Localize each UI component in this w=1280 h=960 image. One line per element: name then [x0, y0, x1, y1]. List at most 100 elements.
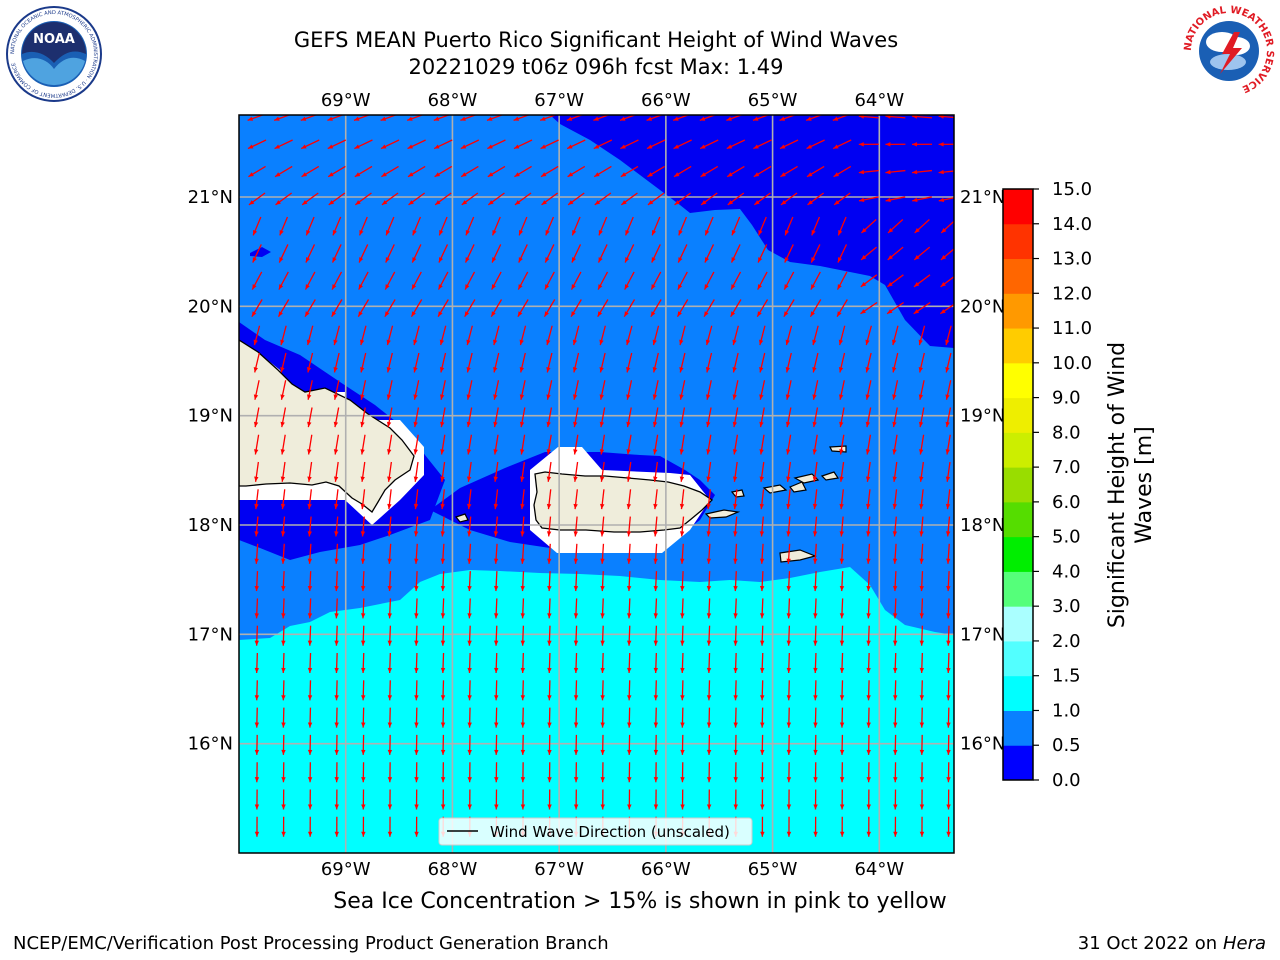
wave-arrow [254, 762, 260, 783]
wave-arrow [307, 680, 313, 701]
wave-arrow [679, 380, 686, 400]
wave-arrow [254, 571, 259, 592]
wave-arrow [301, 165, 320, 178]
wave-arrow [866, 707, 871, 728]
wave-arrow [705, 352, 713, 373]
lon-label-bottom: 67°W [534, 859, 584, 880]
wave-arrow [493, 598, 499, 619]
wave-arrow [281, 816, 286, 837]
wave-arrow [760, 680, 765, 701]
wave-arrow [918, 352, 925, 373]
wave-arrow [360, 407, 366, 428]
wave-arrow [839, 543, 845, 564]
wave-arrow [919, 598, 924, 619]
wave-arrow [624, 216, 634, 236]
map-legend: Wind Wave Direction (unscaled) [438, 817, 753, 846]
wave-arrow [866, 598, 871, 619]
wave-arrow [493, 325, 500, 346]
wave-arrow [438, 244, 449, 263]
wave-arrow [307, 489, 312, 510]
wave-arrow [305, 244, 316, 263]
wave-arrow [304, 299, 316, 318]
island-mona [454, 513, 469, 523]
wave-arrow [467, 762, 472, 783]
wave-arrow [784, 216, 794, 236]
wave-arrow [467, 789, 472, 810]
wave-arrow [254, 680, 260, 701]
wave-arrow [387, 516, 392, 537]
wave-arrow [547, 598, 552, 619]
wave-arrow [573, 652, 579, 674]
wave-arrow [387, 652, 393, 674]
wave-arrow [699, 139, 719, 150]
island-anegada [829, 445, 847, 453]
wave-arrow [726, 139, 746, 150]
colorbar-tick-label: 10.0 [1052, 353, 1092, 374]
wave-arrow [600, 652, 605, 674]
wave-arrow [679, 352, 686, 373]
wave-arrow [918, 325, 926, 346]
colorbar-swatch [1003, 536, 1033, 572]
wave-arrow [461, 192, 479, 206]
wave-arrow [573, 734, 579, 755]
wave-arrow [706, 707, 712, 728]
wave-arrow [547, 734, 552, 755]
wave-arrow [653, 516, 658, 537]
wave-arrow [812, 407, 819, 428]
wave-arrow [380, 115, 398, 122]
wave-arrow [626, 489, 632, 510]
wave-arrow [307, 571, 313, 592]
wave-arrow [307, 516, 312, 537]
wave-arrow [360, 380, 367, 400]
wave-arrow [334, 789, 339, 810]
wave-arrow [653, 652, 659, 674]
lon-label-top: 66°W [641, 90, 691, 111]
wave-arrow [361, 652, 366, 674]
wave-arrow [837, 216, 847, 236]
wave-arrow [520, 543, 525, 564]
wave-arrow [411, 271, 422, 290]
wave-arrow [599, 434, 606, 455]
wave-arrow [334, 625, 339, 646]
wave-arrow [254, 434, 260, 455]
wave-arrow [918, 407, 925, 428]
wave-arrow [938, 115, 954, 119]
wave-arrow [786, 816, 792, 837]
footer-date: 31 Oct 2022 on Hera [1077, 933, 1266, 954]
wave-arrow [412, 216, 422, 236]
wave-arrow [599, 325, 606, 346]
wave-arrow [653, 762, 659, 783]
wave-arrow [866, 816, 871, 837]
wave-arrow [334, 598, 339, 619]
wave-arrow [759, 489, 765, 510]
wave-arrow [706, 789, 712, 810]
wave-arrow [759, 434, 765, 455]
wave-arrow [597, 299, 609, 318]
wave-arrow [413, 380, 420, 400]
wave-arrow [653, 543, 658, 564]
wave-arrow [387, 598, 392, 619]
lat-label-left: 21°N [188, 187, 233, 208]
wave-arrow [358, 244, 369, 263]
wave-arrow [467, 680, 472, 701]
wave-arrow [786, 516, 791, 537]
wave-arrow [866, 571, 871, 592]
colorbar-tick-label: 11.0 [1052, 318, 1092, 339]
wave-arrow [247, 139, 267, 150]
wave-arrow [919, 434, 925, 455]
island-st-john [789, 481, 807, 493]
wave-arrow [248, 192, 266, 206]
wave-arrow [733, 625, 738, 646]
wave-arrow [677, 244, 688, 263]
wave-arrow [813, 816, 818, 837]
colorbar-tick-label: 4.0 [1052, 561, 1081, 582]
wave-arrow [893, 625, 898, 646]
wave-arrow [732, 352, 739, 373]
wave-arrow [865, 434, 872, 455]
wave-arrow [680, 762, 685, 783]
wave-arrow [414, 734, 419, 755]
wave-arrow [938, 197, 954, 203]
wave-arrow [887, 218, 904, 234]
wave-arrow [813, 625, 818, 646]
wave-arrow [600, 625, 605, 646]
